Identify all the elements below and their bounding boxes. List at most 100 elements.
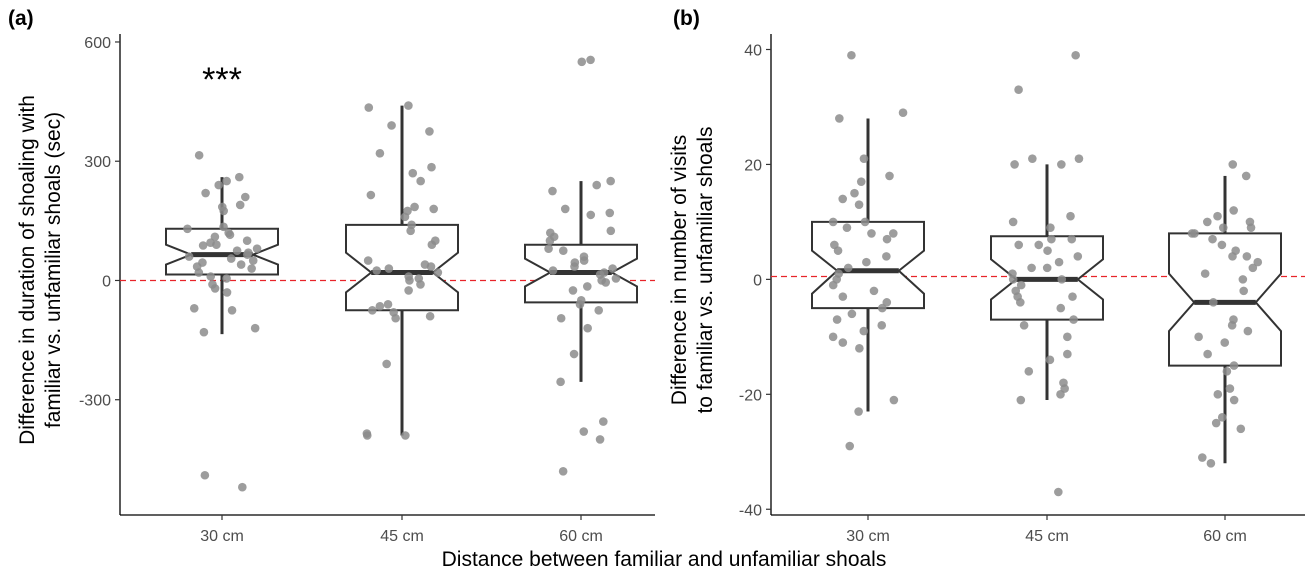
panel-a-data-point bbox=[247, 264, 256, 273]
panel-b-data-point bbox=[1200, 269, 1210, 278]
panel-b-data-point bbox=[877, 303, 887, 313]
panel-a-data-point bbox=[545, 236, 555, 246]
panel-a-box-45cm bbox=[345, 223, 459, 312]
panel-b-data-point bbox=[1057, 160, 1066, 169]
panel-b-data-point bbox=[1057, 275, 1067, 284]
panel-b-data-point bbox=[1068, 292, 1077, 301]
panel-a-data-point bbox=[548, 266, 558, 275]
panel-a-data-point bbox=[404, 101, 413, 110]
panel-b-data-point bbox=[885, 171, 894, 181]
panel-b-label: (b) bbox=[673, 7, 700, 30]
panel-a-data-point bbox=[222, 288, 232, 297]
panel-a-data-point bbox=[242, 236, 252, 246]
panel-b-data-point bbox=[1229, 395, 1239, 405]
panel-a-xtick-label: 60 cm bbox=[559, 528, 603, 545]
panel-a-plot-area: -300 0 300 600 30 cm 45 cm 60 cm *** bbox=[79, 34, 655, 545]
panel-b-data-point bbox=[882, 234, 892, 244]
panel-b-data-point bbox=[1211, 418, 1221, 428]
panel-a-data-point bbox=[427, 162, 436, 172]
panel-a-ylabel-line-2: familiar vs. unfamiliar shoals (sec) bbox=[42, 112, 65, 428]
panel-a-data-point bbox=[199, 327, 209, 337]
panel-a-data-point bbox=[234, 172, 244, 182]
panel-a-data-point bbox=[577, 57, 587, 67]
panel-a-data-point bbox=[210, 232, 220, 242]
panel-b-data-point bbox=[1209, 298, 1218, 307]
panel-a-data-point bbox=[189, 304, 199, 313]
panel-a-data-point bbox=[400, 212, 410, 222]
panel-a-data-point bbox=[198, 241, 208, 250]
panel-a-data-point bbox=[250, 323, 260, 333]
panel-a-data-point bbox=[408, 168, 418, 178]
panel-a-data-point bbox=[225, 230, 235, 240]
panel-a-data-point bbox=[235, 200, 245, 210]
panel-a-data-point bbox=[558, 246, 568, 255]
panel-b-data-point bbox=[882, 252, 891, 261]
panel-b-data-point bbox=[828, 332, 838, 342]
panel-b-data-point bbox=[1016, 280, 1026, 290]
panel-b-data-point bbox=[1010, 160, 1019, 169]
panel-a-data-point bbox=[416, 176, 425, 186]
panel-a-data-point bbox=[568, 286, 578, 295]
panel-b-data-point bbox=[1253, 257, 1263, 267]
panel-a-data-point bbox=[391, 313, 400, 323]
panel-a-data-point bbox=[212, 240, 221, 249]
panel-a-data-point bbox=[608, 264, 617, 273]
panel-a-data-point bbox=[592, 180, 602, 190]
panel-a-data-point bbox=[595, 435, 605, 444]
panel-a-box-30cm bbox=[165, 227, 279, 276]
panel-a-ytick-label: 0 bbox=[102, 273, 111, 290]
panel-b-xtick-label: 30 cm bbox=[846, 528, 890, 545]
panel-a-data-point bbox=[222, 176, 231, 186]
panel-b-data-point bbox=[838, 292, 848, 301]
panel-b-data-point bbox=[869, 286, 879, 296]
panel-b-data-point bbox=[1228, 160, 1238, 169]
panel-b-data-point bbox=[856, 177, 866, 186]
panel-b-data-point bbox=[1194, 332, 1203, 342]
panel-b-data-point bbox=[1019, 321, 1029, 330]
panel-b-ytick-label: 40 bbox=[744, 42, 762, 59]
panel-a-data-point bbox=[556, 377, 565, 387]
panel-a-data-point bbox=[405, 276, 414, 285]
panel-a-ylabel-line-1: Difference in duration of shoaling with bbox=[16, 95, 39, 445]
panel-b-data-point bbox=[1016, 395, 1026, 405]
panel-b-data-point bbox=[1056, 390, 1065, 399]
panel-a-ylabel: Difference in duration of shoaling with … bbox=[16, 95, 65, 445]
panel-a-data-point bbox=[586, 55, 595, 65]
panel-a-data-point bbox=[226, 254, 236, 263]
panel-b-data-point bbox=[1246, 223, 1256, 232]
panel-a-ytick-label: -300 bbox=[79, 393, 111, 410]
panel-a-data-point bbox=[586, 210, 596, 220]
panel-a-data-point bbox=[583, 282, 592, 291]
panel-b-data-point bbox=[1203, 349, 1212, 359]
panel-b-data-point bbox=[1014, 240, 1024, 250]
panel-b-data-point bbox=[847, 309, 857, 319]
panel-a-data-point bbox=[579, 256, 589, 265]
panel-b-data-point bbox=[877, 321, 887, 330]
panel-b-data-point bbox=[1028, 154, 1037, 163]
panel-a-data-point bbox=[368, 305, 377, 315]
panel-a-data-point bbox=[201, 188, 210, 198]
panel-b-ylabel: Difference in number of visits to famili… bbox=[668, 126, 717, 413]
panel-a-data-point bbox=[416, 280, 425, 289]
panel-b-data-point bbox=[828, 217, 838, 227]
panel-b-data-point bbox=[1222, 367, 1232, 376]
panel-b-data-point bbox=[882, 298, 892, 307]
panel-b-data-point bbox=[845, 441, 855, 451]
panel-b-data-point bbox=[867, 229, 876, 238]
panel-a-data-point bbox=[183, 224, 192, 234]
panel-b-ytick-label: -20 bbox=[739, 387, 762, 404]
panel-b-data-point bbox=[1227, 321, 1237, 330]
panel-a-data-point bbox=[219, 222, 228, 232]
panel-b-data-point bbox=[1046, 223, 1055, 232]
panel-b-data-point bbox=[838, 194, 848, 204]
panel-b-data-point bbox=[1043, 246, 1052, 255]
panel-b-data-point bbox=[859, 154, 869, 163]
panel-a-xtick-label: 30 cm bbox=[200, 528, 244, 545]
panel-b-data-point bbox=[860, 217, 870, 227]
panel-a-data-point bbox=[575, 300, 585, 309]
panel-a-data-point bbox=[599, 417, 608, 426]
panel-a-data-point bbox=[410, 202, 419, 212]
panel-b-data-point bbox=[1208, 234, 1217, 244]
panel-a-data-point bbox=[611, 274, 621, 283]
panel-a-data-point bbox=[594, 305, 604, 315]
